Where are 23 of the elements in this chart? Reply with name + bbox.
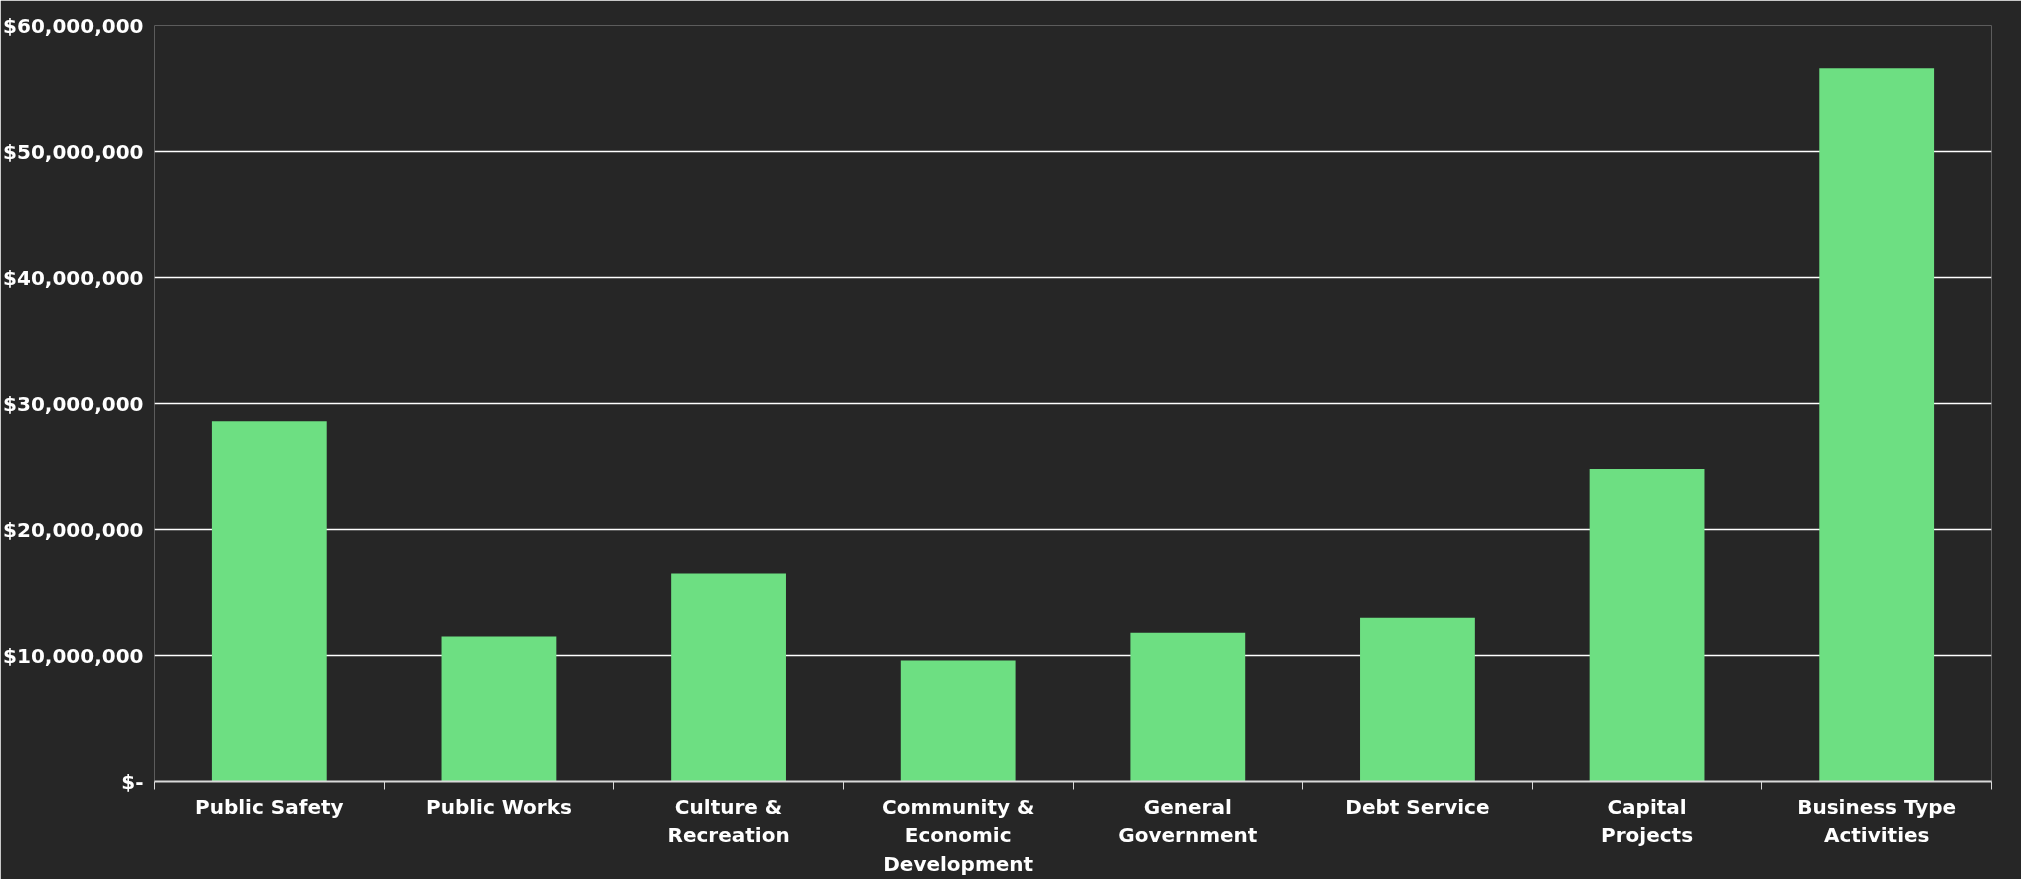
bar (211, 421, 327, 782)
x-tick-label: Capital Projects (1601, 794, 1694, 848)
bar (671, 573, 786, 782)
y-tick-label: $40,000,000 (3, 265, 144, 290)
y-tick-label: $20,000,000 (3, 517, 144, 542)
x-tick-label: Culture & Recreation (667, 794, 790, 848)
x-tick-label: General Government (1118, 794, 1258, 848)
x-tick-label: Business Type Activities (1797, 794, 1957, 848)
y-tick-label: $50,000,000 (3, 139, 144, 164)
bar (1589, 469, 1705, 782)
y-tick-label: $- (121, 769, 144, 794)
bar (1360, 617, 1475, 782)
bar (1819, 68, 1935, 782)
x-tick-label: Public Works (425, 794, 572, 819)
y-tick-label: $10,000,000 (3, 643, 144, 668)
x-tick-label: Debt Service (1345, 794, 1490, 819)
y-tick-label: $30,000,000 (3, 391, 144, 416)
x-tick-label: Public Safety (195, 794, 344, 819)
x-tick-label: Community & Economic Development (881, 794, 1035, 877)
bar (900, 660, 1016, 782)
y-tick-label: $60,000,000 (3, 13, 144, 38)
bar (441, 636, 557, 782)
bar (1130, 632, 1246, 782)
